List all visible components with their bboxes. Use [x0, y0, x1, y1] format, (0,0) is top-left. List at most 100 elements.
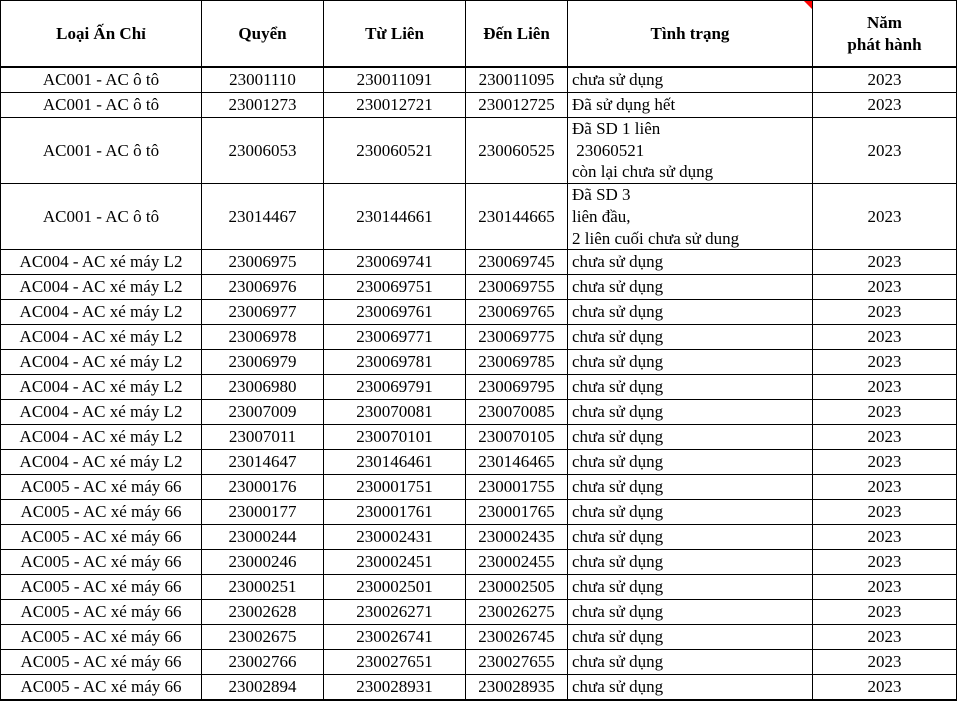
cell-nam-phat-hanh[interactable]: 2023: [812, 182, 957, 251]
cell-nam-phat-hanh[interactable]: 2023: [812, 499, 957, 526]
cell-loai-an-chi[interactable]: AC005 - AC xé máy 66: [0, 549, 202, 576]
cell-tinh-trang[interactable]: chưa sử dụng: [567, 274, 813, 301]
cell-tu-lien[interactable]: 230069741: [323, 249, 466, 276]
cell-tinh-trang[interactable]: chưa sử dụng: [567, 299, 813, 326]
cell-quyen[interactable]: 23002894: [201, 674, 324, 701]
cell-tu-lien[interactable]: 230002451: [323, 549, 466, 576]
cell-den-lien[interactable]: 230002455: [465, 549, 568, 576]
cell-den-lien[interactable]: 230069765: [465, 299, 568, 326]
cell-tinh-trang[interactable]: chưa sử dụng: [567, 424, 813, 451]
cell-nam-phat-hanh[interactable]: 2023: [812, 274, 957, 301]
cell-tinh-trang[interactable]: chưa sử dụng: [567, 549, 813, 576]
cell-tu-lien[interactable]: 230002431: [323, 524, 466, 551]
cell-loai-an-chi[interactable]: AC005 - AC xé máy 66: [0, 474, 202, 501]
cell-den-lien[interactable]: 230070105: [465, 424, 568, 451]
cell-loai-an-chi[interactable]: AC005 - AC xé máy 66: [0, 649, 202, 676]
cell-tu-lien[interactable]: 230060521: [323, 116, 466, 185]
cell-loai-an-chi[interactable]: AC005 - AC xé máy 66: [0, 674, 202, 701]
cell-tu-lien[interactable]: 230026271: [323, 599, 466, 626]
cell-nam-phat-hanh[interactable]: 2023: [812, 474, 957, 501]
cell-den-lien[interactable]: 230070085: [465, 399, 568, 426]
cell-tu-lien[interactable]: 230069781: [323, 349, 466, 376]
cell-tu-lien[interactable]: 230069791: [323, 374, 466, 401]
cell-den-lien[interactable]: 230069795: [465, 374, 568, 401]
cell-loai-an-chi[interactable]: AC004 - AC xé máy L2: [0, 299, 202, 326]
cell-quyen[interactable]: 23007009: [201, 399, 324, 426]
cell-loai-an-chi[interactable]: AC004 - AC xé máy L2: [0, 374, 202, 401]
cell-den-lien[interactable]: 230002505: [465, 574, 568, 601]
cell-quyen[interactable]: 23014467: [201, 182, 324, 251]
header-cell-loai-an-chi[interactable]: Loại Ấn Chỉ: [0, 0, 202, 69]
cell-tinh-trang[interactable]: chưa sử dụng: [567, 324, 813, 351]
header-cell-tu-lien[interactable]: Từ Liên: [323, 0, 466, 69]
cell-den-lien[interactable]: 230001765: [465, 499, 568, 526]
cell-tu-lien[interactable]: 230144661: [323, 182, 466, 251]
cell-quyen[interactable]: 23006978: [201, 324, 324, 351]
cell-tu-lien[interactable]: 230069761: [323, 299, 466, 326]
cell-tinh-trang[interactable]: chưa sử dụng: [567, 449, 813, 476]
cell-loai-an-chi[interactable]: AC001 - AC ô tô: [0, 66, 202, 93]
cell-tinh-trang[interactable]: chưa sử dụng: [567, 599, 813, 626]
cell-quyen[interactable]: 23000246: [201, 549, 324, 576]
cell-nam-phat-hanh[interactable]: 2023: [812, 624, 957, 651]
cell-nam-phat-hanh[interactable]: 2023: [812, 374, 957, 401]
cell-nam-phat-hanh[interactable]: 2023: [812, 549, 957, 576]
cell-loai-an-chi[interactable]: AC001 - AC ô tô: [0, 182, 202, 251]
cell-den-lien[interactable]: 230026745: [465, 624, 568, 651]
cell-loai-an-chi[interactable]: AC004 - AC xé máy L2: [0, 324, 202, 351]
cell-nam-phat-hanh[interactable]: 2023: [812, 324, 957, 351]
cell-den-lien[interactable]: 230011095: [465, 66, 568, 93]
cell-quyen[interactable]: 23007011: [201, 424, 324, 451]
cell-tu-lien[interactable]: 230026741: [323, 624, 466, 651]
cell-tu-lien[interactable]: 230069751: [323, 274, 466, 301]
cell-quyen[interactable]: 23006979: [201, 349, 324, 376]
cell-den-lien[interactable]: 230001755: [465, 474, 568, 501]
cell-nam-phat-hanh[interactable]: 2023: [812, 599, 957, 626]
cell-tu-lien[interactable]: 230069771: [323, 324, 466, 351]
cell-loai-an-chi[interactable]: AC005 - AC xé máy 66: [0, 599, 202, 626]
cell-den-lien[interactable]: 230069755: [465, 274, 568, 301]
cell-nam-phat-hanh[interactable]: 2023: [812, 66, 957, 93]
cell-nam-phat-hanh[interactable]: 2023: [812, 524, 957, 551]
cell-quyen[interactable]: 23000176: [201, 474, 324, 501]
cell-quyen[interactable]: 23006977: [201, 299, 324, 326]
cell-loai-an-chi[interactable]: AC004 - AC xé máy L2: [0, 249, 202, 276]
cell-nam-phat-hanh[interactable]: 2023: [812, 674, 957, 701]
cell-quyen[interactable]: 23000177: [201, 499, 324, 526]
cell-quyen[interactable]: 23000251: [201, 574, 324, 601]
cell-nam-phat-hanh[interactable]: 2023: [812, 249, 957, 276]
cell-tinh-trang[interactable]: chưa sử dụng: [567, 474, 813, 501]
cell-tinh-trang[interactable]: chưa sử dụng: [567, 249, 813, 276]
cell-tinh-trang[interactable]: Đã sử dụng hết: [567, 91, 813, 118]
header-cell-quyen[interactable]: Quyển: [201, 0, 324, 69]
cell-tu-lien[interactable]: 230002501: [323, 574, 466, 601]
cell-tu-lien[interactable]: 230001761: [323, 499, 466, 526]
cell-nam-phat-hanh[interactable]: 2023: [812, 116, 957, 185]
cell-tinh-trang[interactable]: chưa sử dụng: [567, 499, 813, 526]
cell-nam-phat-hanh[interactable]: 2023: [812, 349, 957, 376]
cell-quyen[interactable]: 23002766: [201, 649, 324, 676]
cell-tu-lien[interactable]: 230028931: [323, 674, 466, 701]
cell-tu-lien[interactable]: 230027651: [323, 649, 466, 676]
cell-quyen[interactable]: 23002675: [201, 624, 324, 651]
cell-loai-an-chi[interactable]: AC004 - AC xé máy L2: [0, 424, 202, 451]
cell-nam-phat-hanh[interactable]: 2023: [812, 424, 957, 451]
cell-tinh-trang[interactable]: chưa sử dụng: [567, 66, 813, 93]
cell-den-lien[interactable]: 230026275: [465, 599, 568, 626]
cell-tu-lien[interactable]: 230146461: [323, 449, 466, 476]
cell-quyen[interactable]: 23014647: [201, 449, 324, 476]
cell-tinh-trang[interactable]: chưa sử dụng: [567, 649, 813, 676]
cell-nam-phat-hanh[interactable]: 2023: [812, 649, 957, 676]
cell-quyen[interactable]: 23006980: [201, 374, 324, 401]
cell-quyen[interactable]: 23006053: [201, 116, 324, 185]
cell-loai-an-chi[interactable]: AC005 - AC xé máy 66: [0, 499, 202, 526]
cell-den-lien[interactable]: 230027655: [465, 649, 568, 676]
cell-den-lien[interactable]: 230069775: [465, 324, 568, 351]
cell-quyen[interactable]: 23000244: [201, 524, 324, 551]
cell-loai-an-chi[interactable]: AC004 - AC xé máy L2: [0, 399, 202, 426]
cell-den-lien[interactable]: 230028935: [465, 674, 568, 701]
cell-nam-phat-hanh[interactable]: 2023: [812, 449, 957, 476]
cell-den-lien[interactable]: 230069745: [465, 249, 568, 276]
cell-loai-an-chi[interactable]: AC004 - AC xé máy L2: [0, 349, 202, 376]
cell-den-lien[interactable]: 230069785: [465, 349, 568, 376]
